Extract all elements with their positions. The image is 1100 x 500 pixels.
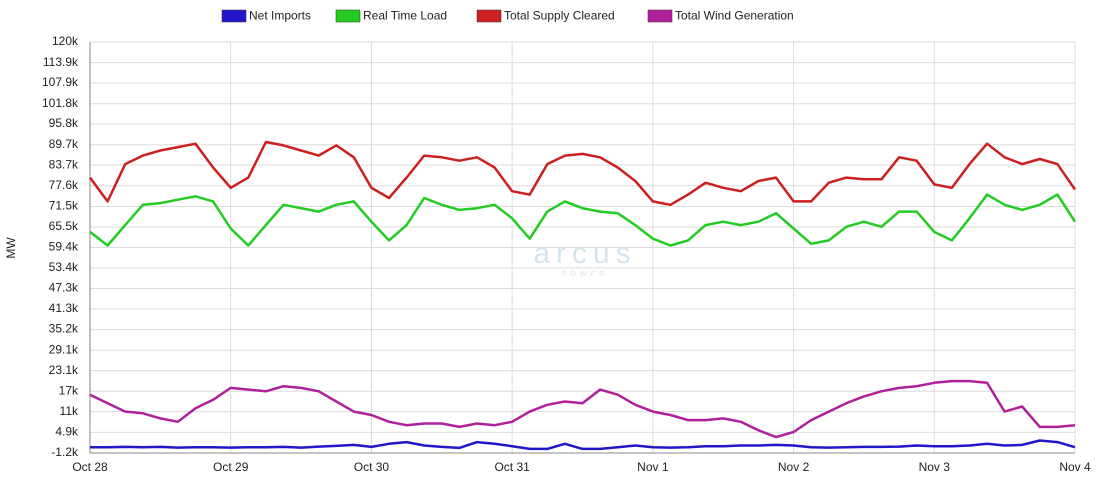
series-line — [90, 439, 1076, 451]
series-line — [89, 193, 1077, 247]
legend-label: Net Imports — [249, 9, 311, 23]
x-tick-label: Nov 1 — [637, 460, 669, 474]
x-tick-label: Oct 31 — [494, 460, 530, 474]
y-tick-label: 11k — [60, 404, 79, 418]
x-tick-label: Oct 28 — [72, 460, 108, 474]
y-tick-label: 35.2k — [49, 322, 79, 336]
y-tick-label: 17k — [59, 383, 79, 397]
legend-swatch — [647, 9, 673, 23]
y-tick-label: 4.9k — [55, 424, 79, 438]
legend-swatch — [221, 9, 247, 23]
y-tick-label: 77.6k — [49, 178, 79, 192]
watermark: arcus — [533, 237, 636, 270]
y-tick-label: 53.4k — [49, 260, 79, 274]
legend-label: Total Supply Cleared — [504, 9, 615, 23]
y-tick-label: 113.9k — [43, 55, 79, 69]
y-tick-label: 120k — [52, 34, 79, 48]
y-tick-label: 107.9k — [42, 75, 79, 89]
series-line — [89, 379, 1076, 439]
y-tick-label: 83.7k — [49, 157, 79, 171]
y-tick-label: 59.4k — [49, 240, 79, 254]
legend-swatch — [335, 9, 361, 23]
watermark-sub: POWER — [562, 271, 608, 278]
y-tick-label: 95.8k — [49, 116, 79, 130]
legend-swatch — [476, 9, 502, 23]
x-tick-label: Oct 29 — [213, 460, 249, 474]
x-tick-label: Oct 30 — [354, 460, 390, 474]
y-axis-label: MW — [4, 237, 18, 259]
x-tick-label: Nov 4 — [1059, 460, 1091, 474]
legend-label: Total Wind Generation — [675, 9, 794, 23]
y-tick-label: 89.7k — [49, 137, 79, 151]
series-line — [88, 140, 1077, 207]
y-tick-label: 71.5k — [49, 199, 79, 213]
y-tick-label: 23.1k — [49, 363, 79, 377]
y-tick-label: -1.2k — [51, 445, 79, 459]
y-tick-label: 101.8k — [42, 96, 79, 110]
y-tick-label: 41.3k — [49, 301, 79, 315]
legend-label: Real Time Load — [363, 9, 447, 23]
x-tick-label: Nov 2 — [778, 460, 810, 474]
x-tick-label: Nov 3 — [919, 460, 951, 474]
y-tick-label: 29.1k — [49, 342, 79, 356]
y-tick-label: 47.3k — [49, 281, 79, 295]
y-tick-label: 65.5k — [49, 219, 79, 233]
